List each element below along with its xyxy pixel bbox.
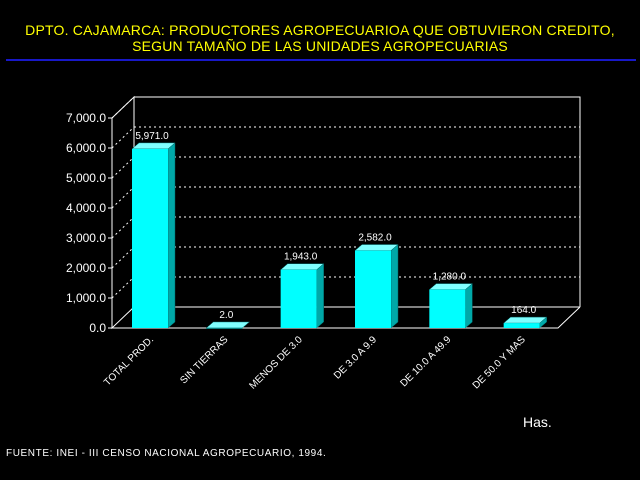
y-axis-ticks: 0.0 1,000.0 2,000.0 3,000.0 4,000.0 5,000.0 6,… (66, 111, 112, 335)
bar-side (390, 243, 399, 329)
bar-top (502, 316, 548, 324)
category-label: DE 3.0 A 9.9 (332, 334, 379, 381)
y-tick-label: 3,000.0 (66, 231, 106, 245)
data-label: 2,582.0 (358, 233, 392, 244)
bars (131, 142, 548, 329)
data-label: 1,943.0 (284, 252, 318, 263)
category-labels: TOTAL PROD. SIN TIERRAS MENOS DE 3.0 DE 3.0… (102, 334, 528, 392)
gridline-side (111, 216, 135, 239)
data-label: 164.0 (511, 305, 536, 316)
category-label: SIN TIERRAS (178, 334, 230, 386)
bar (354, 243, 399, 329)
y-tick-label: 2,000.0 (66, 261, 106, 275)
bar-top (428, 283, 474, 290)
y-tick-label: 0.0 (89, 321, 106, 335)
bar (205, 321, 251, 329)
y-tick-label: 7,000.0 (66, 111, 106, 125)
unit-label: Has. (523, 414, 552, 430)
bar-front (355, 250, 391, 328)
chart-title-line-1: DPTO. CAJAMARCA: PRODUCTORES AGROPECUARI… (25, 22, 615, 38)
category-label: MENOS DE 3.0 (247, 334, 305, 392)
category-label: TOTAL PROD. (102, 334, 156, 388)
gridline-side (111, 156, 135, 179)
gridline-side (111, 96, 135, 119)
gridline-side (111, 186, 135, 209)
left-wall (111, 95, 135, 330)
bar-front (429, 289, 466, 328)
y-tick-label: 1,000.0 (66, 291, 106, 305)
chart-frame (111, 95, 581, 330)
data-labels: 5,971.0 2.0 1,943.0 2,582.0 1,280.0 164.0 (135, 131, 536, 321)
bar-side (316, 263, 324, 329)
bar (502, 316, 548, 329)
bar-top (279, 263, 325, 270)
gridline-side (111, 276, 135, 299)
bar (131, 142, 176, 329)
gridlines (111, 96, 580, 299)
data-label: 2.0 (219, 310, 233, 321)
bar-side (465, 283, 473, 329)
title-divider (6, 59, 636, 61)
gridline-side (111, 246, 135, 269)
y-tick-label: 5,000.0 (66, 171, 106, 185)
bar-front (206, 327, 243, 329)
bar-side (167, 142, 176, 329)
y-tick-label: 4,000.0 (66, 201, 106, 215)
gridline-side (111, 126, 135, 149)
bar (428, 283, 474, 329)
floor-outline (112, 306, 581, 329)
source-note: FUENTE: INEI - III CENSO NACIONAL AGROPE… (6, 448, 327, 459)
data-label: 1,280.0 (433, 272, 467, 283)
bar-top (354, 244, 399, 251)
bar-front (503, 323, 540, 328)
chart-title-line-2: SEGUN TAMAÑO DE LAS UNIDADES AGROPECUARI… (132, 38, 508, 54)
bar-top (131, 142, 176, 150)
bar-front (132, 148, 168, 328)
bar (279, 263, 325, 329)
bar-front (280, 269, 317, 328)
bar-top (205, 321, 251, 329)
data-label: 5,971.0 (135, 131, 169, 142)
category-label: DE 10.0 A 49.9 (398, 334, 453, 389)
y-tick-label: 6,000.0 (66, 141, 106, 155)
category-label: DE 50.0 Y MAS (471, 334, 528, 391)
